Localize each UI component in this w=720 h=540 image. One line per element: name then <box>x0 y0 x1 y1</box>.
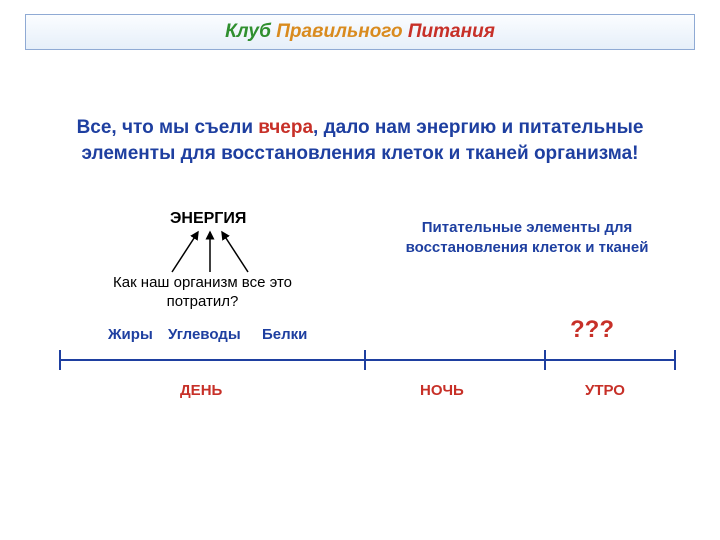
macro-proteins: Белки <box>262 326 307 343</box>
energy-arrows <box>150 228 270 274</box>
main-highlight: вчера <box>258 117 313 138</box>
question-marks: ??? <box>570 316 614 344</box>
header-word-1: Клуб <box>225 21 271 42</box>
period-morning: УТРО <box>585 382 625 399</box>
header-word-3: Питания <box>408 21 495 42</box>
header-title: Клуб Правильного Питания <box>225 21 495 43</box>
header-box: Клуб Правильного Питания <box>25 14 695 50</box>
macro-carbs: Углеводы <box>168 326 241 343</box>
header-word-2: Правильного <box>276 21 402 42</box>
energy-label: ЭНЕРГИЯ <box>170 210 246 228</box>
arrow-lines <box>172 232 248 272</box>
nutrients-text: Питательные элементы для восстановления … <box>402 218 652 257</box>
timeline-g <box>60 350 675 370</box>
period-day: ДЕНЬ <box>180 382 222 399</box>
period-night: НОЧЬ <box>420 382 464 399</box>
timeline <box>55 345 685 375</box>
macro-fats: Жиры <box>108 326 153 343</box>
main-prefix: Все, что мы съели <box>77 117 259 138</box>
main-statement: Все, что мы съели вчера, дало нам энерги… <box>50 115 670 166</box>
spend-question: Как наш организм все это потратил? <box>90 274 315 312</box>
